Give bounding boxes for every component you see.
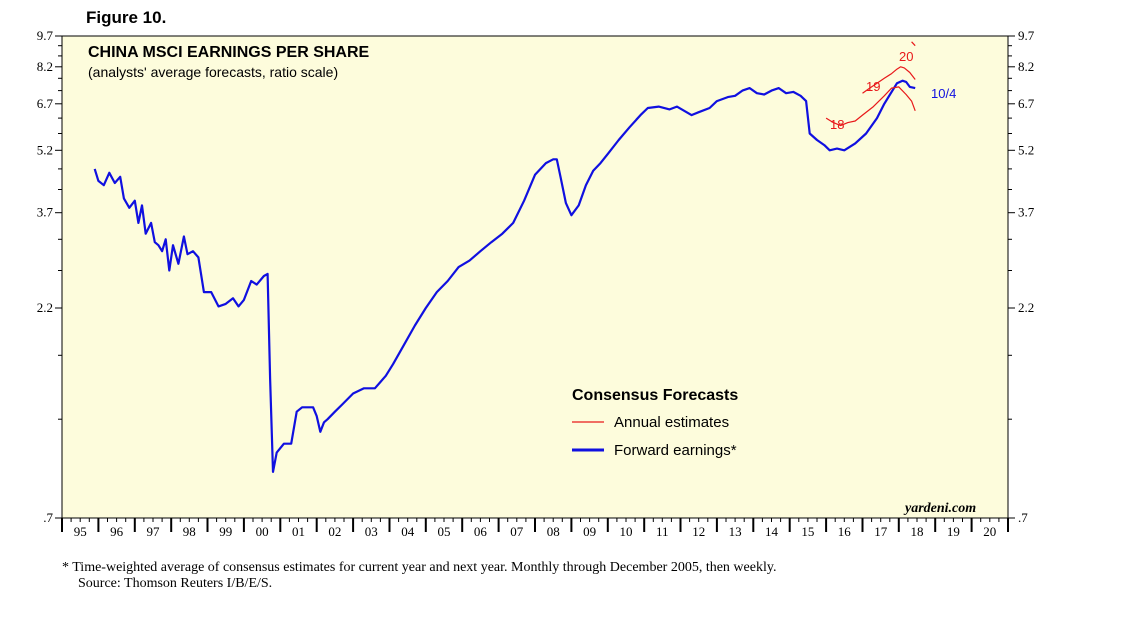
x-axis: 95 96 97 98 99 00 01 02 03 04 05 06 07 08 09 10 11 12 13 14…	[61, 518, 1009, 539]
y-tick-label-left: 6.7	[37, 96, 54, 111]
footnote: * Time-weighted average of consensus est…	[62, 560, 777, 575]
y-axis-right: .7 2.2 3.7 5.2 6.7 8.2 9.7	[1008, 28, 1035, 525]
y-tick-label-left: 3.7	[37, 205, 54, 220]
legend: Consensus Forecasts Annual estimates For…	[572, 387, 738, 459]
annual-estimate-line-20	[911, 41, 916, 47]
x-tick-label: 02	[328, 524, 341, 539]
chart-title: CHINA MSCI EARNINGS PER SHARE	[88, 44, 370, 61]
x-tick-label: 16	[838, 524, 852, 539]
y-tick-label-left: 8.2	[37, 59, 53, 74]
x-tick-label: 08	[547, 524, 560, 539]
y-tick-label-left: 2.2	[37, 300, 53, 315]
x-tick-label: 97	[147, 524, 161, 539]
chart-subtitle: (analysts' average forecasts, ratio scal…	[88, 64, 338, 80]
x-tick-label: 11	[656, 524, 669, 539]
x-tick-label: 00	[256, 524, 269, 539]
x-tick-label: 98	[183, 524, 196, 539]
y-tick-label-right: .7	[1018, 510, 1028, 525]
figure-label: Figure 10.	[86, 8, 167, 27]
year-label-20: 20	[899, 49, 913, 64]
last-date-label: 10/4	[931, 86, 956, 101]
legend-label-annual: Annual estimates	[614, 414, 729, 431]
x-tick-label: 14	[765, 524, 779, 539]
x-tick-label: 09	[583, 524, 596, 539]
annual-estimate-line-19	[862, 66, 916, 94]
y-tick-label-right: 3.7	[1018, 205, 1035, 220]
x-tick-label: 17	[874, 524, 888, 539]
x-tick-label: 95	[74, 524, 87, 539]
source-mark: yardeni.com	[903, 501, 976, 516]
x-tick-label: 10	[620, 524, 633, 539]
y-tick-label-left: 5.2	[37, 142, 53, 157]
y-tick-label-right: 8.2	[1018, 59, 1034, 74]
x-tick-label: 06	[474, 524, 488, 539]
annual-estimate-line-18	[825, 86, 916, 127]
x-tick-label: 12	[692, 524, 705, 539]
y-tick-label-right: 6.7	[1018, 96, 1035, 111]
x-tick-label: 99	[219, 524, 232, 539]
y-tick-label-left: .7	[43, 510, 53, 525]
forward-earnings-line	[93, 79, 916, 473]
x-tick-label: 96	[110, 524, 124, 539]
plot-area	[61, 35, 1009, 519]
year-label-19: 19	[866, 79, 880, 94]
x-tick-label: 05	[438, 524, 451, 539]
y-tick-label-left: 9.7	[37, 28, 54, 43]
source-note: Source: Thomson Reuters I/B/E/S.	[78, 576, 273, 591]
legend-title: Consensus Forecasts	[572, 387, 738, 404]
x-tick-label: 01	[292, 524, 305, 539]
x-tick-label: 20	[983, 524, 996, 539]
x-tick-label: 19	[947, 524, 960, 539]
x-tick-label: 07	[510, 524, 524, 539]
year-label-18: 18	[830, 117, 844, 132]
legend-label-forward: Forward earnings*	[614, 442, 737, 459]
x-tick-label: 13	[729, 524, 742, 539]
y-tick-label-right: 5.2	[1018, 142, 1034, 157]
series-group	[93, 41, 916, 473]
y-tick-label-right: 9.7	[1018, 28, 1035, 43]
x-tick-label: 03	[365, 524, 378, 539]
y-tick-label-right: 2.2	[1018, 300, 1034, 315]
x-tick-label: 15	[801, 524, 814, 539]
x-tick-label: 04	[401, 524, 415, 539]
x-tick-label: 18	[911, 524, 924, 539]
y-axis-left: .7 2.2 3.7 5.2 6.7 8.2 9.7	[37, 28, 62, 525]
